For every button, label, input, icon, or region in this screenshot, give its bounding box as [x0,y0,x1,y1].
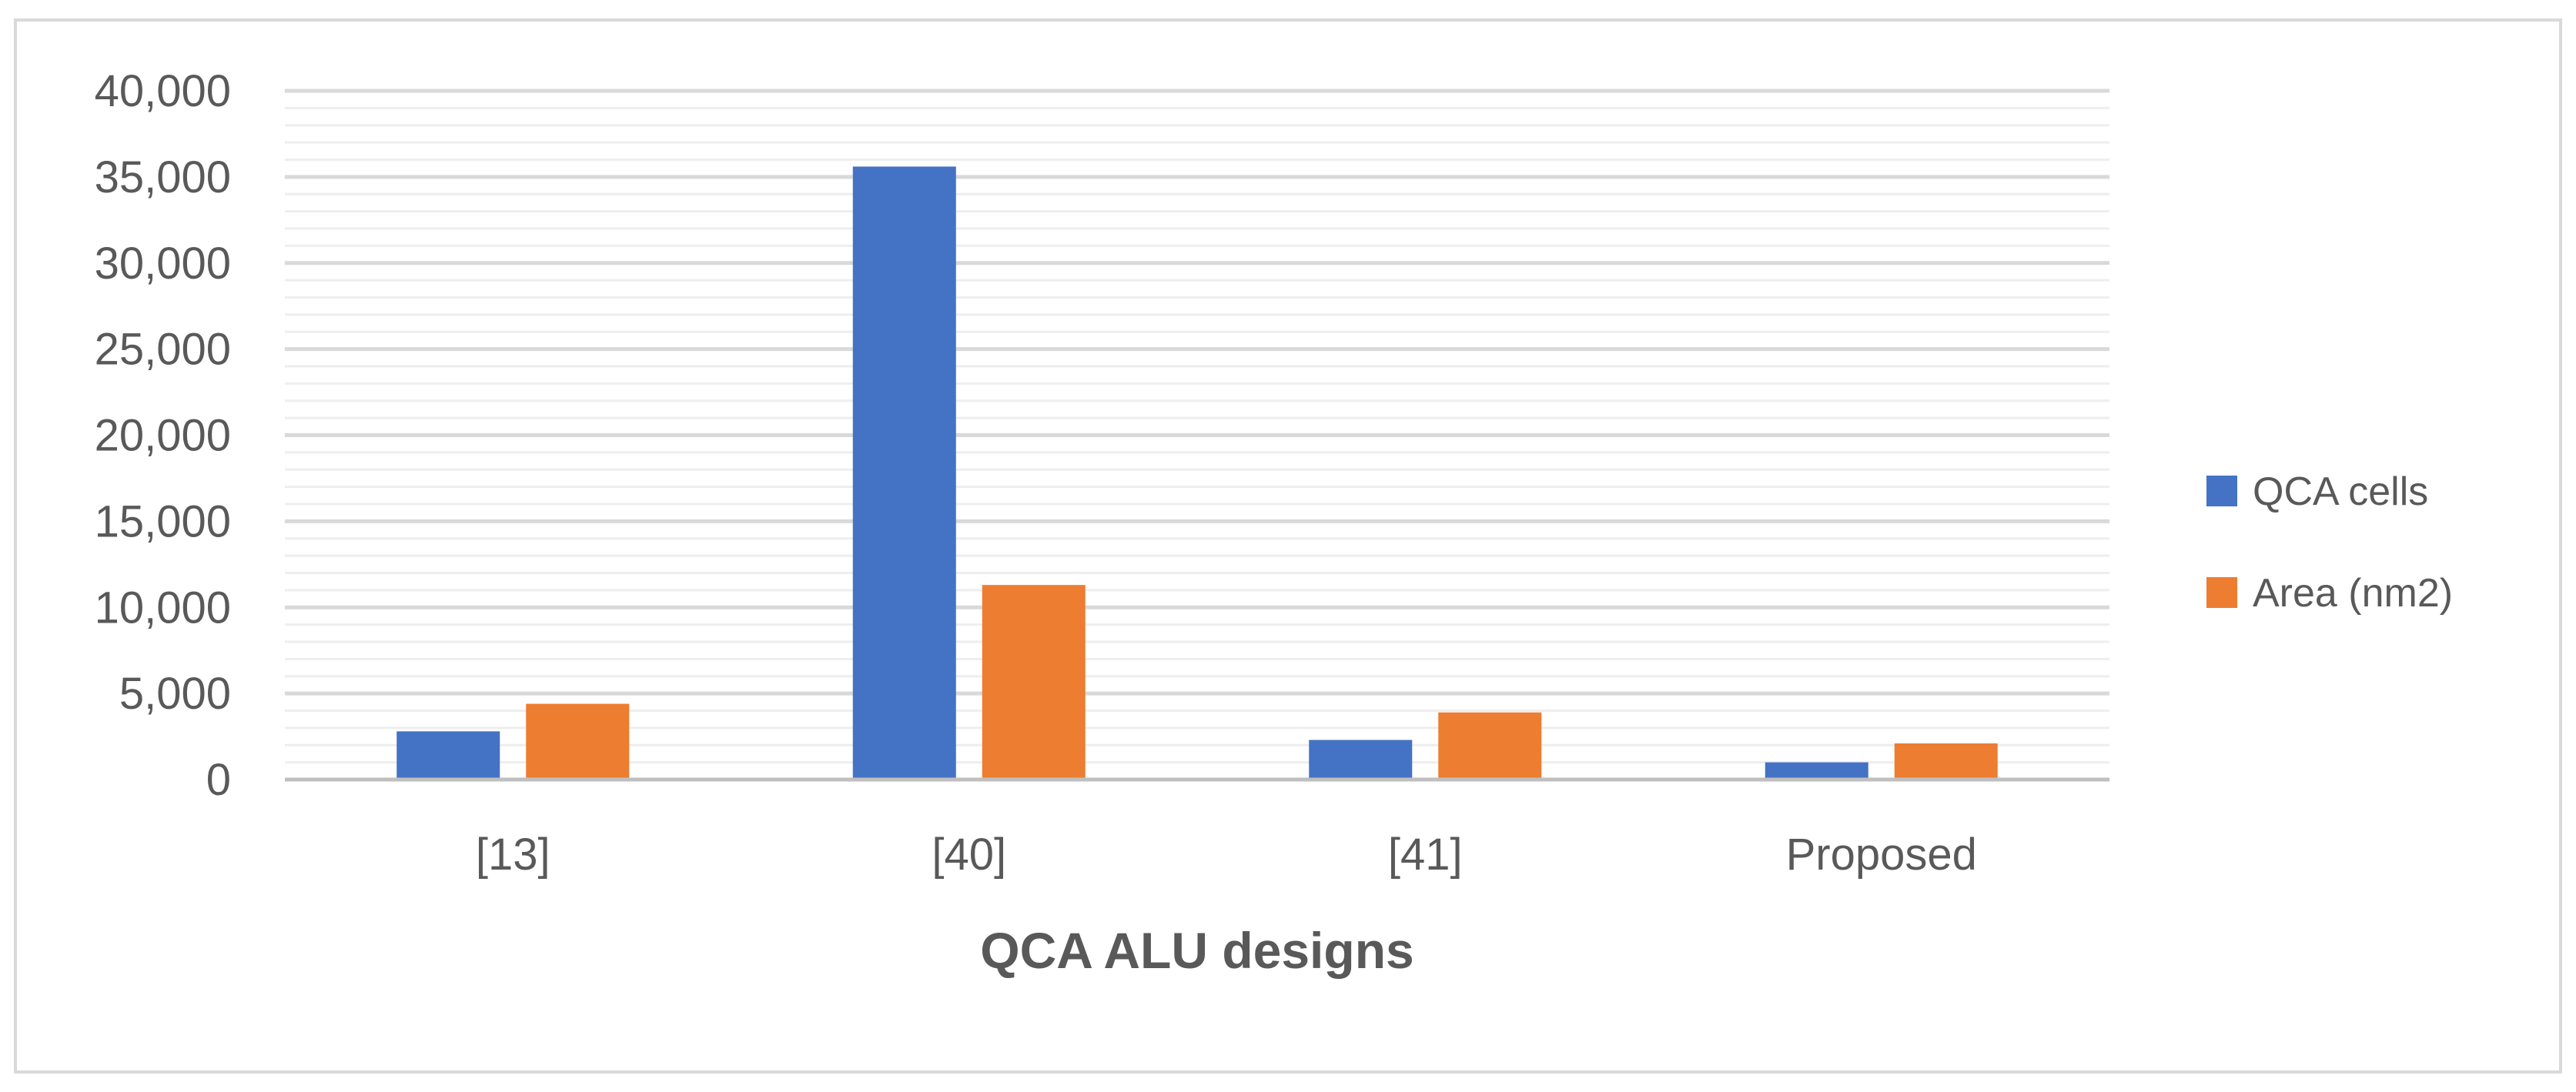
y-tick-label: 20,000 [95,411,231,461]
legend-swatch [2206,476,2237,506]
legend-swatch [2206,577,2237,608]
x-axis-tick-labels: [13] [40] [41] Proposed [476,830,1977,880]
legend: QCA cells Area (nm2) [2206,469,2453,616]
major-gridlines [285,88,2109,696]
bar-qca-cells [1309,740,1413,780]
bar-area [526,703,630,780]
y-tick-label: 10,000 [95,583,231,633]
bar-qca-cells [396,731,500,780]
x-tick-label: Proposed [1786,830,1977,880]
y-tick-label: 15,000 [95,496,231,546]
legend-label: QCA cells [2253,469,2428,514]
x-tick-label: [40] [932,830,1006,880]
y-tick-label: 40,000 [95,66,231,116]
bar-qca-cells [852,166,956,780]
bar-area [1438,712,1542,780]
x-tick-label: [13] [476,830,550,880]
bar-qca-cells [1765,762,1868,780]
y-tick-label: 0 [206,755,231,805]
y-tick-label: 25,000 [95,325,231,375]
bars [396,166,1998,780]
x-axis-title: QCA ALU designs [980,922,1413,979]
y-tick-label: 30,000 [95,239,231,289]
legend-label: Area (nm2) [2253,571,2453,616]
bar-area [1894,743,1998,780]
y-tick-label: 35,000 [95,152,231,202]
x-tick-label: [41] [1388,830,1463,880]
bar-area [982,585,1086,780]
y-axis-tick-labels: 0 5,000 10,000 15,000 20,000 25,000 30,000 35,0… [95,66,231,805]
y-tick-label: 5,000 [119,669,231,719]
